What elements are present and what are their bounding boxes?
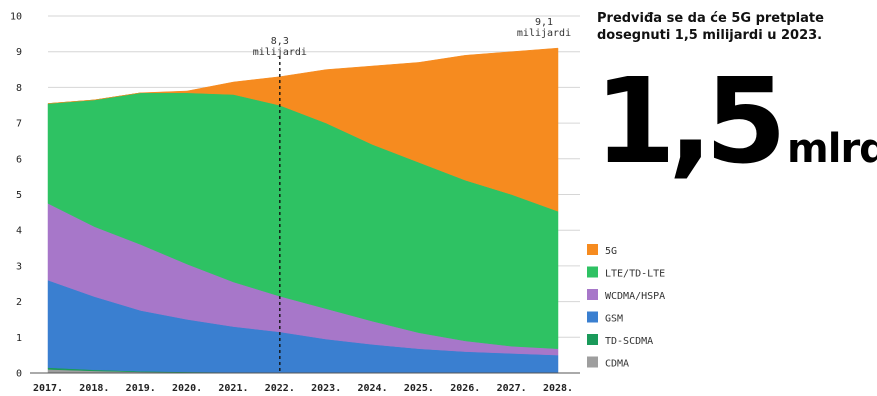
x-tick-label: 2028. bbox=[543, 383, 573, 394]
x-tick-label: 2027. bbox=[497, 383, 527, 394]
y-tick-label: 9 bbox=[16, 47, 22, 58]
series-area-5g bbox=[47, 47, 559, 212]
x-tick-label: 2020. bbox=[172, 383, 202, 394]
x-tick-label: 2023. bbox=[311, 383, 341, 394]
legend-swatch bbox=[587, 311, 598, 323]
y-tick-label: 7 bbox=[16, 119, 22, 130]
x-tick-label: 2021. bbox=[218, 383, 248, 394]
annotation-label: 8,3 bbox=[271, 36, 289, 47]
x-tick-label: 2025. bbox=[404, 383, 434, 394]
legend-swatch bbox=[587, 266, 598, 278]
y-tick-label: 8 bbox=[16, 83, 22, 94]
annotation-label: milijardi bbox=[517, 28, 571, 39]
legend-label: WCDMA/HSPA bbox=[605, 291, 665, 302]
legend-swatch bbox=[587, 244, 598, 255]
annotation-label: 9,1 bbox=[535, 17, 553, 28]
axes: 0 1 2 3 4 5 6 7 8 9 10 2017. 2018. 2019. 2020. 2021. 202… bbox=[10, 12, 580, 394]
y-tick-label: 6 bbox=[16, 154, 22, 165]
big-number: 1,5 bbox=[594, 52, 787, 190]
y-tick-label: 5 bbox=[16, 190, 22, 201]
legend-label: CDMA bbox=[605, 359, 629, 370]
y-tick-label: 3 bbox=[16, 261, 22, 272]
x-tick-label: 2024. bbox=[357, 383, 387, 394]
x-tick-label: 2022. bbox=[265, 383, 295, 394]
y-tick-label: 2 bbox=[16, 297, 22, 308]
legend: 5G LTE/TD-LTE WCDMA/HSPA GSM TD-SCDMA CDMA bbox=[587, 244, 665, 370]
legend-label: TD-SCDMA bbox=[605, 336, 653, 347]
big-unit: mlrd. bbox=[787, 126, 877, 172]
legend-swatch bbox=[587, 334, 598, 345]
x-tick-label: 2019. bbox=[126, 383, 156, 394]
x-tick-label: 2026. bbox=[450, 383, 480, 394]
legend-label: 5G bbox=[605, 246, 617, 257]
x-tick-label: 2017. bbox=[33, 383, 63, 394]
legend-label: LTE/TD-LTE bbox=[605, 269, 665, 280]
legend-swatch bbox=[587, 356, 598, 368]
areas bbox=[47, 47, 559, 374]
y-tick-label: 0 bbox=[16, 369, 22, 380]
y-tick-label: 4 bbox=[16, 226, 22, 237]
y-tick-label: 10 bbox=[10, 12, 22, 23]
legend-label: GSM bbox=[605, 314, 623, 325]
x-tick-label: 2018. bbox=[79, 383, 109, 394]
legend-swatch bbox=[587, 289, 598, 300]
headline: Predviđa se da će 5G pretplate dosegnuti… bbox=[597, 11, 824, 43]
y-tick-label: 1 bbox=[16, 333, 22, 344]
annotation-label: milijardi bbox=[253, 47, 307, 58]
